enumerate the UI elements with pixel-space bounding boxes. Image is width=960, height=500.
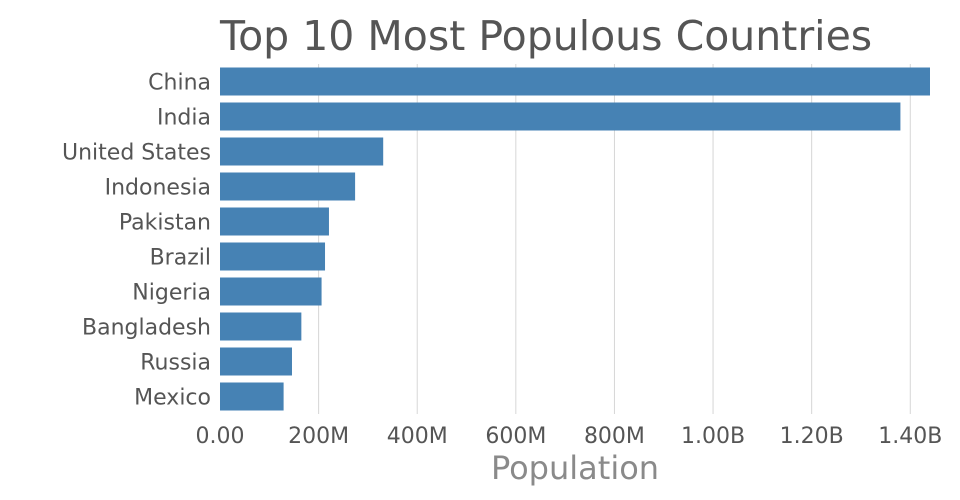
category-label: Bangladesh [82, 316, 211, 341]
category-label: China [148, 71, 211, 96]
category-label: Mexico [134, 386, 211, 411]
chart-title: Top 10 Most Populous Countries [219, 12, 872, 60]
bar [220, 137, 384, 166]
bars [220, 67, 930, 411]
bar [220, 67, 930, 96]
bar [220, 102, 901, 131]
bar [220, 242, 326, 271]
x-tick-label: 1.40B [878, 424, 942, 449]
category-label: Brazil [150, 246, 211, 271]
bar [220, 277, 322, 306]
bar [220, 312, 302, 341]
x-tick-label: 0.00 [196, 424, 245, 449]
category-label: United States [62, 141, 211, 166]
x-axis-ticks: 0.00 200M 400M 600M 800M 1.00B 1.20B 1.40B [196, 424, 943, 449]
x-tick-label: 800M [584, 424, 645, 449]
category-label: Indonesia [105, 176, 211, 201]
bar [220, 382, 284, 411]
category-label: Pakistan [119, 211, 211, 236]
x-tick-label: 200M [288, 424, 349, 449]
bar [220, 347, 292, 376]
category-label: Nigeria [132, 281, 211, 306]
category-label: Russia [140, 351, 211, 376]
x-tick-label: 600M [485, 424, 546, 449]
bar [220, 172, 356, 201]
category-labels: China India United States Indonesia Pakistan… [62, 71, 211, 411]
x-tick-label: 400M [387, 424, 448, 449]
x-axis-title: Population [491, 449, 659, 487]
x-tick-label: 1.00B [681, 424, 745, 449]
category-label: India [157, 106, 211, 131]
x-tick-label: 1.20B [780, 424, 844, 449]
bar [220, 207, 329, 236]
